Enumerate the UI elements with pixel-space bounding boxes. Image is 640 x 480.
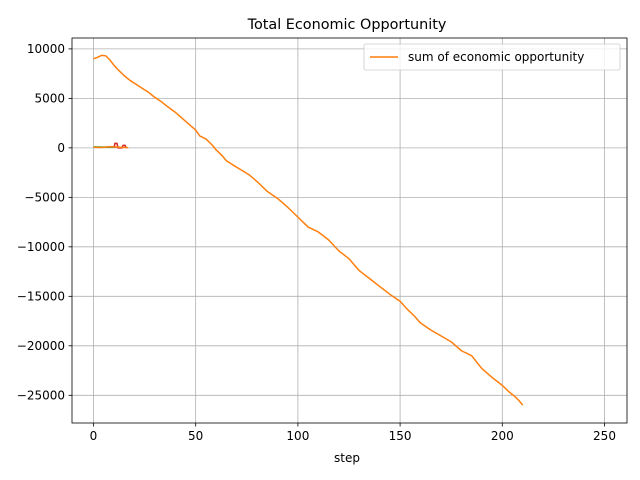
x-tick-label: 250 — [593, 429, 616, 443]
y-tick-label: −20000 — [17, 339, 65, 353]
y-tick-label: −5000 — [24, 190, 65, 204]
plot-frame — [71, 37, 628, 424]
small-series-mark — [93, 145, 129, 149]
series-line — [93, 54, 524, 406]
y-axis: −25000 −20000 −15000 −10000 −5000 0 5000 10000 — [17, 42, 72, 402]
x-tick-label: 100 — [286, 429, 309, 443]
legend-label: sum of economic opportunity — [408, 50, 584, 64]
y-tick-label: 10000 — [27, 42, 65, 56]
x-tick-label: 200 — [491, 429, 514, 443]
x-tick-label: 50 — [188, 429, 203, 443]
legend-box — [363, 43, 621, 71]
x-tick-label: 150 — [389, 429, 412, 443]
x-tick-label: 0 — [90, 429, 98, 443]
series-lines — [93, 54, 524, 406]
x-axis-label: step — [334, 451, 360, 465]
y-tick-label: 0 — [57, 141, 65, 155]
y-tick-label: −10000 — [17, 240, 65, 254]
legend: sum of economic opportunity — [363, 43, 621, 71]
small-marks — [93, 142, 129, 149]
x-axis: 0 50 100 150 200 250 — [90, 423, 616, 443]
y-tick-label: −15000 — [17, 289, 65, 303]
y-tick-label: 5000 — [34, 91, 65, 105]
chart-title: Total Economic Opportunity — [247, 17, 447, 33]
y-tick-label: −25000 — [17, 388, 65, 402]
